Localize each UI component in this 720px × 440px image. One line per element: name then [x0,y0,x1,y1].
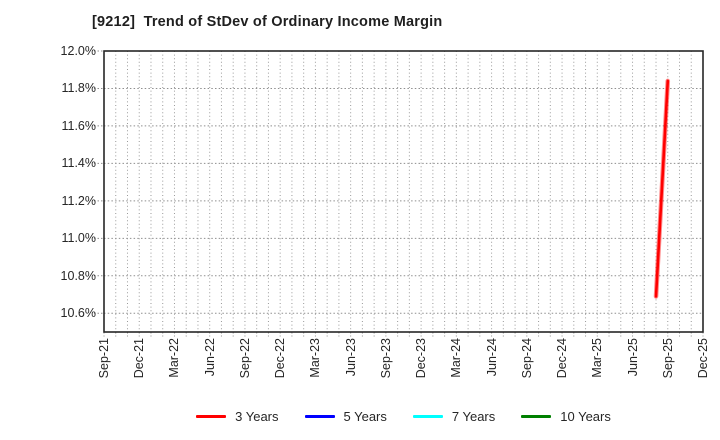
y-tick-label: 11.6% [61,118,96,133]
legend-label: 3 Years [235,408,279,424]
y-tick-label: 10.6% [60,306,96,321]
x-tick-label: Jun-25 [625,338,640,377]
x-tick-label: Sep-22 [237,338,252,379]
x-tick-label: Dec-21 [132,338,147,379]
x-tick-label: Jun-24 [484,338,499,377]
legend-item-5-years: 5 Years [304,408,387,424]
y-tick-label: 11.2% [61,193,96,208]
x-tick-label: Sep-23 [378,338,393,379]
x-tick-label: Dec-22 [273,338,288,379]
legend-label: 7 Years [451,408,496,424]
x-tick-label: Dec-24 [555,338,570,379]
x-tick-label: Mar-23 [308,338,323,378]
y-tick-label: 12.0% [60,44,96,58]
legend: 3 Years 5 Years 7 Years 10 Years [104,406,703,426]
y-tick-label: 10.8% [60,268,96,283]
x-tick-label: Sep-21 [97,338,111,379]
legend-item-7-years: 7 Years [412,408,496,424]
x-tick-label: Sep-25 [660,338,675,379]
x-tick-label: Jun-22 [202,338,217,377]
x-tick-label: Dec-23 [414,338,429,379]
legend-line-3-years [196,414,227,418]
x-tick-label: Sep-24 [519,338,534,379]
plot-border [103,50,704,333]
y-tick-label: 11.4% [61,156,96,171]
legend-line-10-years [521,414,552,418]
y-tick-label: 11.0% [61,231,96,246]
x-tick-label: Mar-24 [449,338,464,378]
x-tick-label: Dec-25 [696,338,710,379]
x-tick-label: Mar-25 [590,338,605,378]
legend-label: 10 Years [560,408,611,424]
x-tick-label: Jun-23 [343,338,358,377]
series-line-3-years [654,79,670,298]
legend-item-10-years: 10 Years [521,409,611,424]
legend-line-5-years [304,414,335,418]
legend-line-7-years [412,414,443,418]
x-tick-label: Mar-22 [167,338,182,378]
y-tick-label: 11.8% [61,81,96,96]
legend-label: 5 Years [343,408,387,424]
chart-title: [9212] Trend of StDev of Ordinary Income… [92,14,443,30]
legend-item-3-years: 3 Years [196,408,279,424]
